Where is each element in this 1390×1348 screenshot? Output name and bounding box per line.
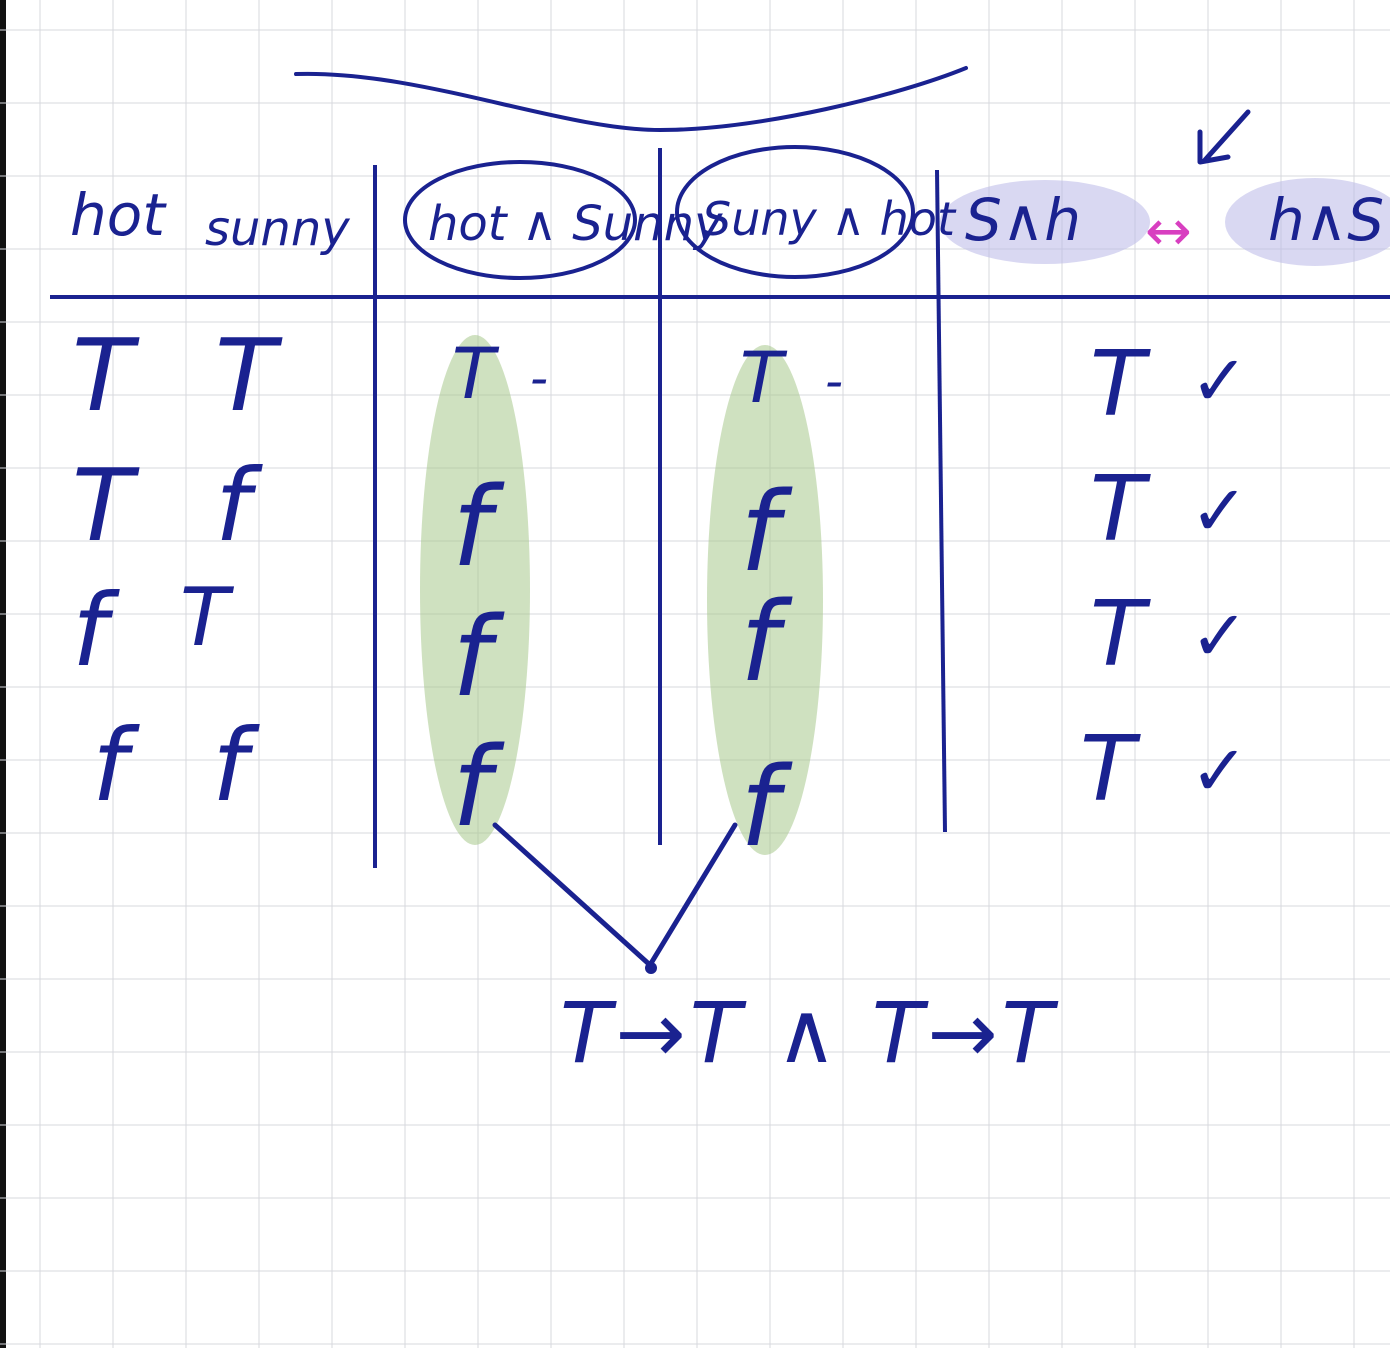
header-hot-and-sunny: hot ∧ Sunny — [428, 196, 723, 252]
header-sunny: sunny — [205, 201, 350, 257]
dash-mark: - — [825, 352, 843, 410]
checkmark-icon: ✓ — [1190, 340, 1249, 422]
green-highlight-sunny-and-hot — [707, 345, 823, 855]
header-h-and-s: h∧S — [1268, 186, 1384, 254]
cell-sunny: f — [215, 447, 263, 564]
cell-sunny-and-hot: T — [740, 337, 788, 419]
equiv-arrow-icon: ↔ — [1145, 199, 1192, 264]
checkmark-icon: ✓ — [1190, 730, 1249, 812]
column-divider-3 — [935, 169, 947, 833]
lavender-highlight-s-and-h — [940, 180, 1150, 264]
green-highlight-hot-and-sunny — [420, 335, 530, 845]
cell-hot: f — [92, 707, 140, 824]
cell-sunny: T — [180, 571, 235, 664]
cell-equivalence: T — [1090, 457, 1151, 562]
lavender-highlight-h-and-s — [1225, 178, 1390, 266]
header-sunny-and-hot: Suny ∧ hot — [702, 192, 957, 246]
cell-equivalence: T — [1080, 717, 1141, 822]
cell-hot: T — [72, 447, 140, 564]
checkmark-icon: ✓ — [1190, 470, 1249, 552]
left-border — [0, 0, 6, 1348]
cell-equivalence: T — [1090, 332, 1151, 437]
cell-hot-and-sunny: T — [452, 333, 500, 415]
header-s-and-h: S∧h — [965, 186, 1081, 254]
dash-mark: - — [530, 349, 548, 407]
circle-hot-and-sunny — [403, 160, 637, 280]
connector-left — [492, 822, 653, 968]
checkmark-icon: ✓ — [1190, 595, 1249, 677]
bottom-expression: T→T ∧ T→T — [560, 984, 1059, 1082]
cell-equivalence: T — [1090, 582, 1151, 687]
top-brace-curve — [294, 66, 968, 132]
arrow-pointer — [1197, 109, 1251, 165]
cell-hot: T — [72, 317, 140, 434]
connector-right — [647, 822, 738, 968]
circle-sunny-and-hot — [675, 145, 915, 279]
cell-sunny: T — [215, 317, 283, 434]
connector-dot — [645, 962, 657, 974]
cell-sunny: f — [212, 707, 260, 824]
header-hot: hot — [70, 181, 167, 249]
